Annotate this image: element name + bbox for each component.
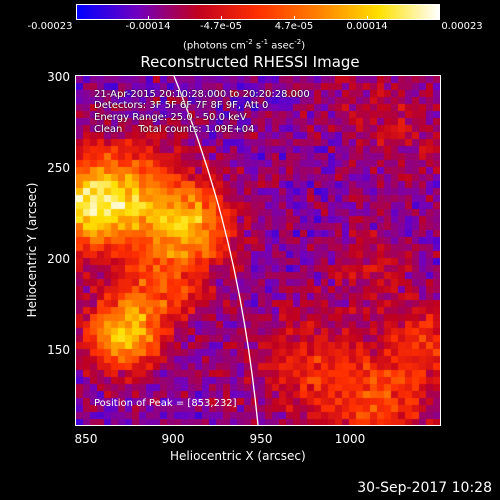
colorbar-tick-label: -0.00014 xyxy=(125,21,171,32)
energy-range-text: Energy Range: 25.0 - 50.0 keV xyxy=(94,112,247,123)
colorbar-tick-label: -4.7e-05 xyxy=(200,21,242,32)
image-heatmap xyxy=(76,76,440,425)
colorbar-tick-mark xyxy=(76,16,77,20)
colorbar-units: (photons cm-2 s-1 asec-2) xyxy=(183,38,306,52)
colorbar xyxy=(76,4,440,20)
x-tick-label: 1000 xyxy=(334,432,366,446)
y-tick-label: 150 xyxy=(47,343,70,357)
colorbar-tick-label: 0.00023 xyxy=(441,21,483,32)
colorbar-tick-label: 0.00014 xyxy=(346,21,388,32)
detectors-text: Detectors: 3F 5F 6F 7F 8F 9F, Att 0 xyxy=(94,100,269,111)
colorbar-tick-mark xyxy=(294,16,295,20)
x-axis-label: Heliocentric X (arcsec) xyxy=(170,449,306,463)
colorbar-tick-mark xyxy=(148,16,149,20)
y-tick-label: 250 xyxy=(47,161,70,175)
colorbar-tick-mark xyxy=(439,16,440,20)
timestamp: 30-Sep-2017 10:28 xyxy=(357,480,492,496)
x-tick-label: 950 xyxy=(249,432,273,446)
time-range-text: 21-Apr-2015 20:10:28.000 to 20:20:28.000 xyxy=(94,89,310,100)
colorbar-tick-label: -0.00023 xyxy=(27,21,73,32)
y-tick-label: 300 xyxy=(47,70,70,84)
rhessi-image-plot: 21-Apr-2015 20:10:28.000 to 20:20:28.000… xyxy=(75,75,441,426)
solar-limb-line xyxy=(173,76,259,425)
peak-position-text: Position of Peak = [853,232] xyxy=(94,398,237,409)
colorbar-tick-mark xyxy=(221,16,222,20)
y-tick-label: 200 xyxy=(47,252,70,266)
plot-title: Reconstructed RHESSI Image xyxy=(140,53,360,71)
colorbar-tick-label: 4.7e-05 xyxy=(274,21,314,32)
colorbar-tick-mark xyxy=(367,16,368,20)
x-tick-label: 850 xyxy=(74,432,98,446)
x-tick-label: 900 xyxy=(161,432,185,446)
clean-counts-text: Clean Total counts: 1.09E+04 xyxy=(94,124,255,135)
y-axis-label: Heliocentric Y (arcsec) xyxy=(25,182,39,318)
